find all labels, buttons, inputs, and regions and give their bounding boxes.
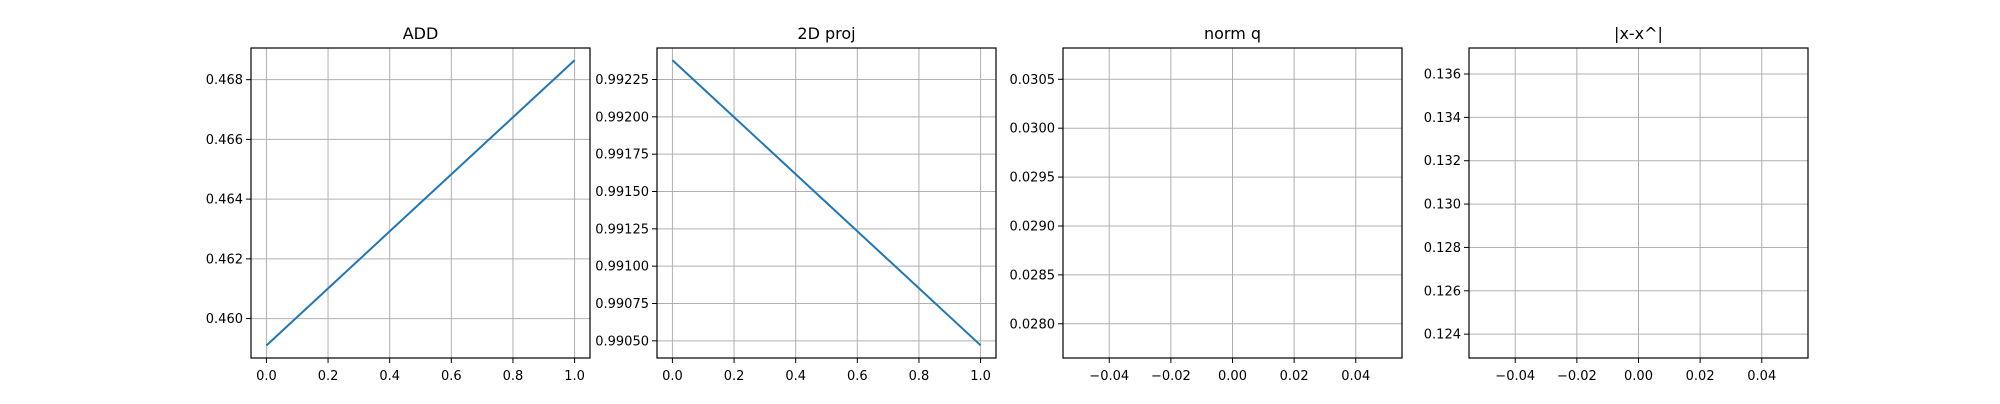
y-tick-label: 0.132 [1424,154,1461,169]
subplot-3: −0.04 −0.02 0.00 0.02 0.04 0.0280 0.0285 0.0290… [1010,24,1403,384]
y-tick-label: 0.460 [206,312,243,327]
x-tick-label: 0.02 [1686,369,1715,384]
x-tick-label: −0.04 [1089,369,1129,384]
x-tick-label: −0.04 [1495,369,1535,384]
subplot-title: norm q [1204,24,1261,43]
x-tick-label: 0.8 [503,369,524,384]
y-tick-label: 0.99175 [595,148,649,163]
x-tick-label: 1.0 [564,369,585,384]
y-tick-label: 0.124 [1424,328,1461,343]
x-tick-label: 0.4 [785,369,806,384]
x-tick-label: 0.02 [1280,369,1309,384]
x-tick-label: −0.02 [1557,369,1597,384]
x-tick-label: 0.6 [847,369,868,384]
y-tick-label: 0.0285 [1010,268,1056,283]
subplot-4: −0.04 −0.02 0.00 0.02 0.04 0.124 0.126 0.128 0.1… [1424,24,1809,384]
y-tick-label: 0.0290 [1010,219,1056,234]
y-tick-label: 0.126 [1424,284,1461,299]
y-tick-label: 0.464 [206,193,243,208]
y-tick-label: 0.468 [206,73,243,88]
y-tick-label: 0.130 [1424,198,1461,213]
subplot-title: |x-x^| [1614,24,1663,43]
x-tick-label: 1.0 [970,369,991,384]
y-tick-label: 0.99075 [595,297,649,312]
x-tick-label: 0.2 [318,369,339,384]
x-tick-label: 0.8 [909,369,930,384]
x-tick-label: 0.0 [662,369,683,384]
x-tick-label: 0.0 [256,369,277,384]
y-tick-label: 0.128 [1424,241,1461,256]
axes-frame [656,47,997,359]
y-tick-label: 0.0295 [1010,171,1056,186]
subplot-1: 0.0 0.2 0.4 0.6 0.8 1.0 0.460 0.462 0.464 0.466 0.… [206,24,591,384]
y-tick-label: 0.99100 [595,260,649,275]
x-tick-label: 0.04 [1747,369,1776,384]
axes-frame [250,47,591,359]
x-tick-label: −0.02 [1151,369,1191,384]
x-tick-label: 0.4 [379,369,400,384]
y-tick-label: 0.136 [1424,68,1461,83]
y-tick-label: 0.0300 [1010,122,1056,137]
subplot-title: ADD [403,24,439,43]
x-tick-label: 0.00 [1218,369,1247,384]
y-tick-label: 0.99225 [595,73,649,88]
y-tick-label: 0.99200 [595,110,649,125]
y-tick-label: 0.466 [206,133,243,148]
x-tick-label: 0.2 [724,369,745,384]
subplot-2: 0.0 0.2 0.4 0.6 0.8 1.0 0.99050 0.99075 0.99100 0… [595,24,997,384]
y-tick-label: 0.99125 [595,222,649,237]
y-tick-label: 0.0280 [1010,317,1056,332]
subplot-title: 2D proj [797,24,855,43]
y-tick-label: 0.99150 [595,185,649,200]
y-tick-label: 0.462 [206,252,243,267]
y-tick-label: 0.99050 [595,334,649,349]
series-line-1 [265,59,576,347]
x-tick-label: 0.04 [1341,369,1370,384]
series-line-1 [671,59,982,347]
x-tick-label: 0.6 [441,369,462,384]
x-tick-label: 0.00 [1624,369,1653,384]
y-tick-label: 0.0305 [1010,73,1056,88]
y-tick-label: 0.134 [1424,111,1461,126]
